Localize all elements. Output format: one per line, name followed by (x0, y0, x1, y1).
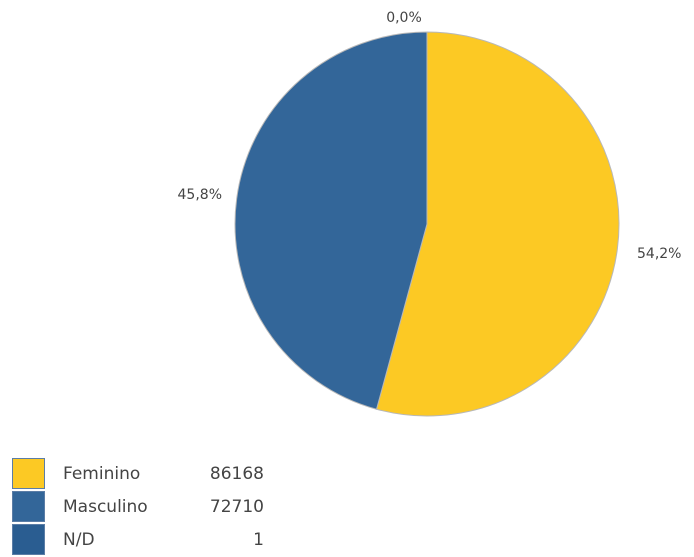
legend-swatch-feminino (12, 458, 45, 489)
legend-item-masculino[interactable]: Masculino 72710 (12, 491, 264, 522)
legend-item-feminino[interactable]: Feminino 86168 (12, 458, 264, 489)
legend-swatch-nd (12, 524, 45, 555)
legend-value-nd: 1 (191, 530, 264, 550)
chart-legend: Feminino 86168 Masculino 72710 N/D 1 (12, 458, 264, 557)
pie-label-feminino: 54,2% (637, 246, 681, 262)
legend-label-feminino: Feminino (63, 464, 191, 484)
legend-value-feminino: 86168 (191, 464, 264, 484)
legend-label-masculino: Masculino (63, 497, 191, 517)
legend-item-nd[interactable]: N/D 1 (12, 524, 264, 555)
legend-value-masculino: 72710 (191, 497, 264, 517)
legend-swatch-masculino (12, 491, 45, 522)
pie-label-nd: 0,0% (386, 10, 422, 26)
legend-label-nd: N/D (63, 530, 191, 550)
pie-slices (235, 32, 619, 416)
pie-label-masculino: 45,8% (178, 187, 222, 203)
